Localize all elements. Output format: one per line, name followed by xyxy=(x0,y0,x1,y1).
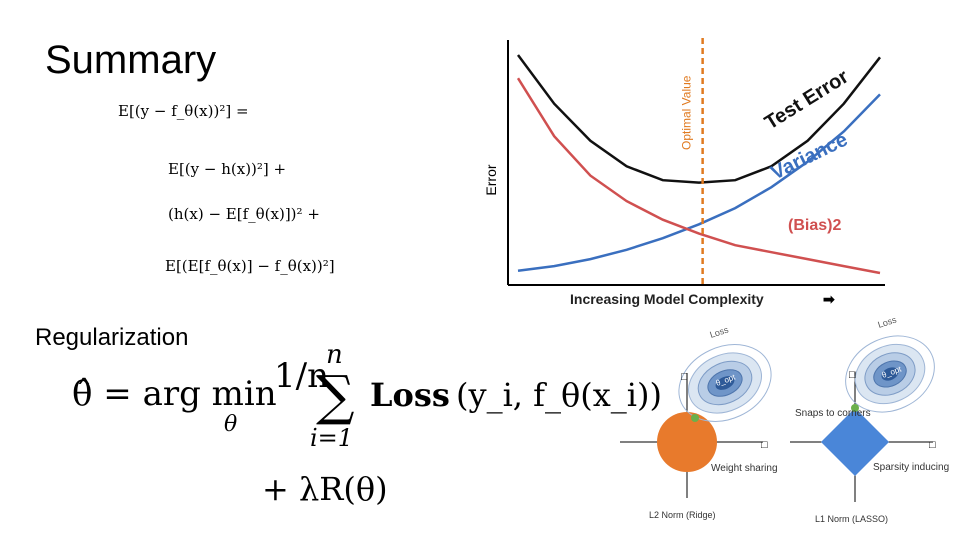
optimal-value-label: Optimal Value xyxy=(680,75,694,150)
l1-y-axis-label: □ xyxy=(849,369,856,381)
l1-shape-label: Sparsity inducing xyxy=(873,462,949,473)
series-label-variance: Variance xyxy=(768,129,852,185)
l2-shape-label: Weight sharing xyxy=(711,463,778,474)
chart-y-label: Error xyxy=(483,164,499,195)
bias-variance-chart: Optimal Value Error Increasing Model Com… xyxy=(483,38,885,307)
formula-loss-args: (y_i, f_θ(x_i)) xyxy=(456,376,662,414)
l1-annotation: Snaps to corners xyxy=(795,408,871,419)
chart-x-arrow: ➡ xyxy=(823,291,835,307)
formula-argmin: θ̂ = arg min xyxy=(72,374,277,414)
l2-y-axis-label: □ xyxy=(681,371,688,383)
chart-x-label: Increasing Model Complexity xyxy=(570,291,764,307)
series-label-bias: (Bias)2 xyxy=(788,217,841,234)
formula-loss: Loss xyxy=(370,376,450,414)
l1-loss-contours xyxy=(845,335,935,413)
equation-bias-term: (h(x) − E[f_θ(x)])² + xyxy=(168,205,320,223)
formula-sum-lower: i=1 xyxy=(310,424,354,452)
l2-norm-diagram: Loss θ_opt □ □ Weight sharing L2 Norm (R… xyxy=(620,324,778,520)
formula-sum-sign: ∑ xyxy=(316,364,355,427)
l2-loss-label: Loss xyxy=(709,324,731,340)
l2-ball xyxy=(657,412,717,472)
l2-caption: L2 Norm (Ridge) xyxy=(649,510,716,520)
equation-variance-term: E[(E[f_θ(x)] − f_θ(x))²] xyxy=(165,257,335,275)
formula-sum-upper: n xyxy=(326,340,343,370)
l2-x-axis-label: □ xyxy=(761,439,768,451)
l2-contact-point xyxy=(691,414,699,422)
series-line-variance xyxy=(517,93,881,272)
equation-noise-term: E[(y − h(x))²] + xyxy=(168,160,287,178)
slide-title: Summary xyxy=(45,38,217,82)
l1-x-axis-label: □ xyxy=(929,439,936,451)
l1-diamond xyxy=(821,408,889,476)
l1-norm-diagram: Loss θ_opt □ □ Snaps to corners Sparsity… xyxy=(790,314,949,524)
equation-lhs: E[(y − f_θ(x))²] = xyxy=(118,102,249,120)
series-line--bias-2 xyxy=(516,77,881,275)
series-line-test-error xyxy=(516,54,881,184)
l2-loss-contours xyxy=(678,344,772,422)
l1-loss-label: Loss xyxy=(877,314,899,330)
l1-caption: L1 Norm (LASSO) xyxy=(815,514,888,524)
formula-penalty: + λR(θ) xyxy=(262,470,388,508)
regularization-heading: Regularization xyxy=(35,324,189,351)
series-label-test-error: Test Error xyxy=(761,66,853,135)
formula-min-subscript: θ xyxy=(224,412,238,437)
l1-contact-point xyxy=(851,404,859,412)
formula-fraction: 1/n xyxy=(274,356,329,396)
